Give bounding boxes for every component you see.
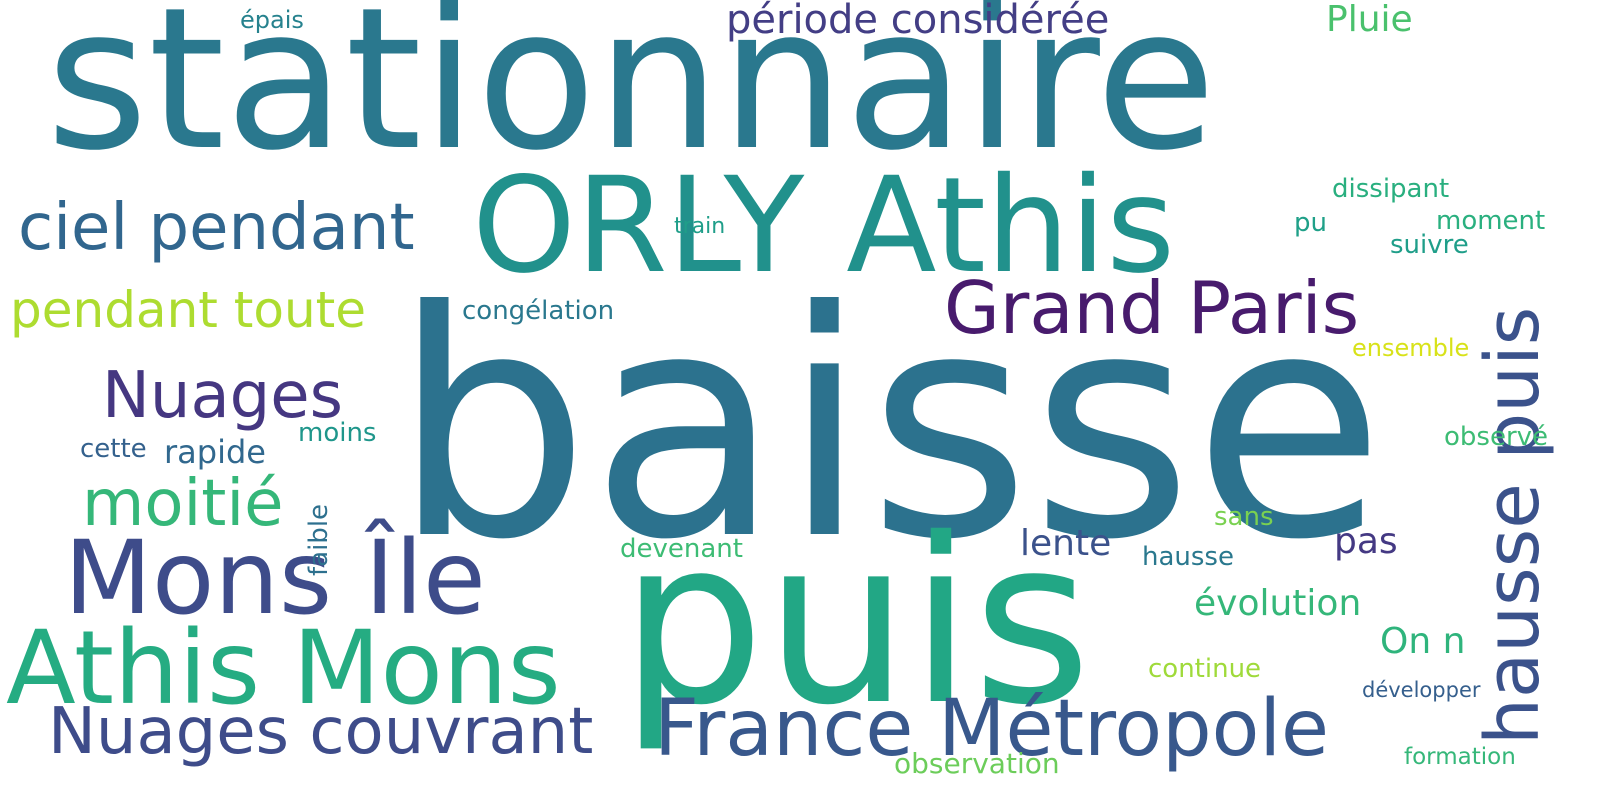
word-train: train — [674, 214, 726, 239]
word-rapide: rapide — [164, 433, 266, 471]
word-pluie: Pluie — [1326, 0, 1413, 40]
word-hausse-puis: hausse puis — [1470, 306, 1556, 745]
word-periode-consideree: période considérée — [726, 0, 1110, 43]
word-pendant-toute: pendant toute — [10, 281, 367, 339]
word-continue: continue — [1148, 654, 1262, 684]
word-developper: développer — [1362, 678, 1481, 702]
word-mons-ile: Mons Île — [64, 519, 486, 638]
word-observe: observé — [1444, 422, 1549, 452]
word-congelation: congélation — [462, 296, 615, 326]
word-faible: faible — [304, 503, 334, 576]
word-lente: lente — [1020, 523, 1112, 564]
word-ciel-pendant: ciel pendant — [18, 191, 415, 265]
word-moitie: moitié — [82, 467, 284, 541]
word-baisse: baisse — [392, 244, 1385, 608]
word-on-n: On n — [1380, 621, 1466, 662]
word-cette: cette — [80, 434, 147, 464]
word-stationnaire: stationnaire — [46, 0, 1217, 194]
word-moins: moins — [298, 418, 377, 448]
word-evolution: évolution — [1194, 583, 1362, 624]
word-grand-paris: Grand Paris — [944, 266, 1360, 350]
word-dissipant: dissipant — [1332, 174, 1450, 204]
word-formation: formation — [1404, 744, 1516, 770]
word-epais: épais — [240, 6, 304, 34]
word-suivre: suivre — [1390, 230, 1469, 260]
word-athis-mons: Athis Mons — [6, 609, 561, 728]
word-devenant: devenant — [620, 534, 743, 564]
word-moment: moment — [1436, 206, 1546, 236]
word-orly-athis: ORLY Athis — [472, 149, 1176, 303]
word-pas: pas — [1334, 521, 1398, 562]
word-observation: observation — [894, 747, 1060, 780]
word-hausse: hausse — [1142, 542, 1234, 572]
word-nuages: Nuages — [102, 359, 343, 433]
word-pu: pu — [1294, 208, 1327, 238]
word-puis: puis — [620, 489, 1092, 755]
word-nuages-couvrant: Nuages couvrant — [48, 695, 594, 769]
word-france-metropole: France Métropole — [654, 684, 1329, 774]
word-sans: sans — [1214, 502, 1274, 532]
word-ensemble: ensemble — [1352, 334, 1470, 362]
